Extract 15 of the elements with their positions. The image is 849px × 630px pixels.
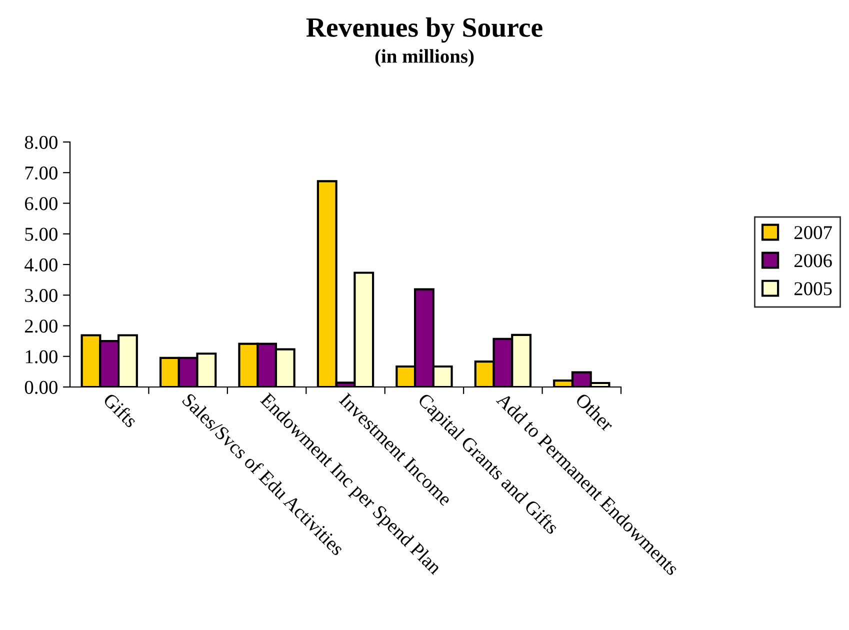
legend-label: 2006 <box>794 254 832 268</box>
legend-label: 2007 <box>794 226 832 240</box>
y-tick-label: 8.00 <box>24 136 58 150</box>
y-tick-label: 7.00 <box>25 166 58 180</box>
y-tick-label: 6.00 <box>25 197 58 210</box>
y-tick-label: 1.00 <box>26 350 58 364</box>
y-tick-label: 2.00 <box>25 320 58 333</box>
y-tick-label: 3.00 <box>25 288 58 302</box>
chart-title: Revenues by Source <box>306 17 542 43</box>
chart-subtitle: (in millions) <box>375 49 474 67</box>
x-tick-label: Gifts <box>102 392 139 428</box>
y-tick-label: 0.00 <box>24 380 58 394</box>
y-tick-label: 5.00 <box>25 228 58 241</box>
y-tick-label: 4.00 <box>24 258 58 272</box>
legend-label: 2005 <box>794 282 832 296</box>
